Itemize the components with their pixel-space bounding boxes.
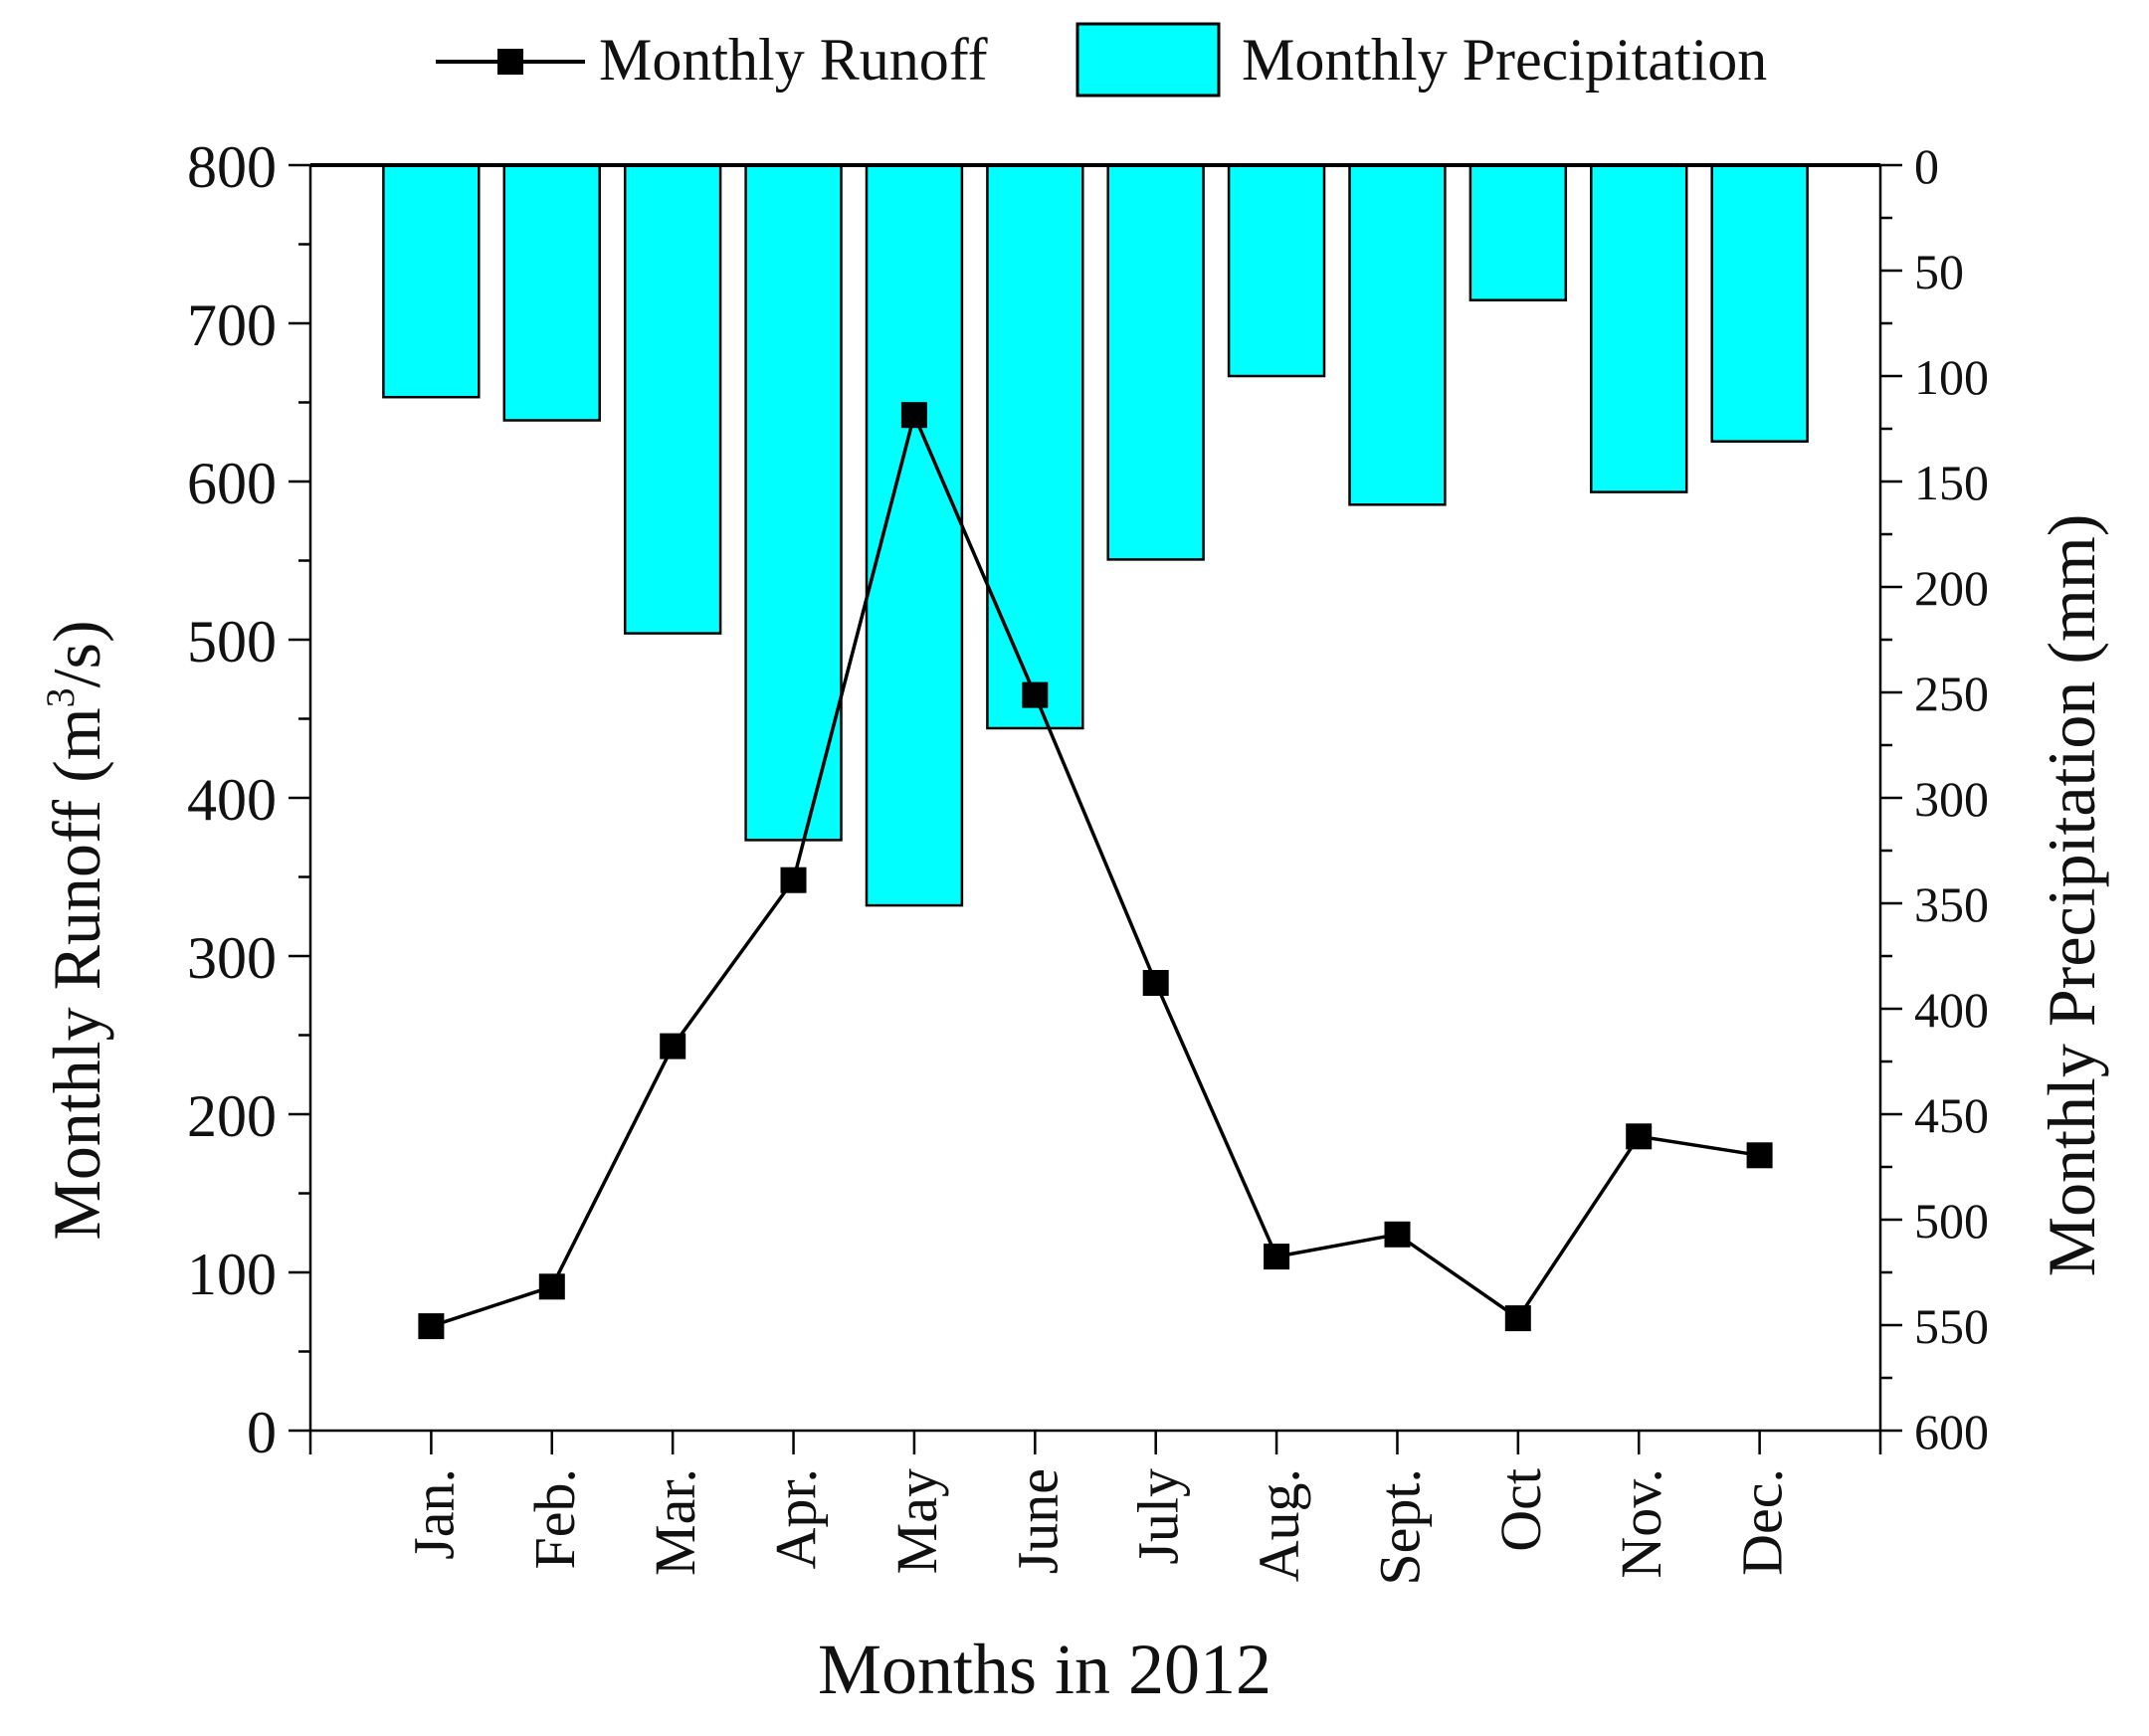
plot-layer: 0 100 200 300 400 500 600 700 800 0 50 100 150 200 250… xyxy=(187,134,1989,1586)
x-category-label-8: Sept. xyxy=(1368,1468,1433,1586)
runoff-point-9 xyxy=(1504,1305,1531,1332)
x-category-label-0: Jan. xyxy=(401,1468,466,1560)
left-tick-label-4: 400 xyxy=(187,767,277,833)
right-axis-title: Monthly Precipitation (mm) xyxy=(2034,514,2109,1277)
left-tick-label-2: 200 xyxy=(187,1083,277,1149)
left-tick-label-3: 300 xyxy=(187,925,277,991)
runoff-point-5 xyxy=(1022,681,1049,708)
runoff-point-3 xyxy=(780,867,807,893)
runoff-point-7 xyxy=(1264,1244,1290,1270)
legend-runoff-marker xyxy=(497,49,523,75)
runoff-point-4 xyxy=(900,402,927,429)
precip-bar-11 xyxy=(1710,163,1809,443)
legend-precip-label: Monthly Precipitation xyxy=(1242,27,1767,93)
x-category-label-5: June xyxy=(1005,1468,1070,1574)
x-category-label-1: Feb. xyxy=(522,1468,587,1570)
left-tick-label-1: 100 xyxy=(187,1242,277,1307)
right-tick-label-7: 350 xyxy=(1914,876,1989,932)
right-tick-label-5: 250 xyxy=(1914,666,1989,721)
right-tick-label-11: 550 xyxy=(1914,1298,1989,1354)
left-tick-label-6: 600 xyxy=(187,451,277,516)
x-category-label-10: Nov. xyxy=(1609,1468,1673,1579)
x-category-label-9: Oct xyxy=(1488,1468,1553,1552)
x-axis-title: Months in 2012 xyxy=(818,1630,1271,1709)
x-category-label-11: Dec. xyxy=(1730,1468,1795,1576)
precip-bar-10 xyxy=(1590,163,1688,493)
legend: Monthly Runoff Monthly Precipitation xyxy=(436,22,1767,97)
left-axis-title-superscript: 3 xyxy=(38,687,83,707)
precip-bar-5 xyxy=(986,163,1084,730)
runoff-point-2 xyxy=(660,1033,686,1060)
left-tick-label-8: 800 xyxy=(187,134,277,200)
right-tick-label-9: 450 xyxy=(1914,1087,1989,1143)
runoff-point-8 xyxy=(1384,1221,1411,1248)
runoff-point-11 xyxy=(1746,1142,1773,1169)
precip-bar-3 xyxy=(744,163,843,842)
precip-bar-2 xyxy=(623,163,722,635)
right-tick-label-8: 400 xyxy=(1914,982,1989,1038)
precip-bar-9 xyxy=(1468,163,1568,301)
runoff-point-10 xyxy=(1626,1123,1653,1150)
right-tick-label-1: 50 xyxy=(1914,244,1964,299)
x-category-label-7: Aug. xyxy=(1247,1468,1311,1582)
right-tick-label-12: 600 xyxy=(1914,1404,1989,1459)
right-tick-label-6: 300 xyxy=(1914,771,1989,827)
legend-runoff-label: Monthly Runoff xyxy=(599,27,988,93)
runoff-point-1 xyxy=(538,1273,565,1300)
precip-bar-6 xyxy=(1106,163,1205,561)
legend-precip-swatch xyxy=(1075,22,1221,97)
right-tick-label-2: 100 xyxy=(1914,349,1989,405)
x-category-label-3: Apr. xyxy=(764,1468,829,1570)
right-tick-label-10: 500 xyxy=(1914,1193,1989,1249)
right-tick-label-0: 0 xyxy=(1914,138,1939,194)
runoff-point-6 xyxy=(1142,970,1169,996)
precip-bar-0 xyxy=(382,163,481,399)
left-tick-label-0: 0 xyxy=(247,1400,277,1465)
runoff-line xyxy=(430,409,1760,1328)
right-tick-label-3: 150 xyxy=(1914,455,1989,510)
x-category-label-6: July xyxy=(1126,1468,1191,1565)
left-tick-label-7: 700 xyxy=(187,292,277,358)
left-tick-label-5: 500 xyxy=(187,609,277,675)
x-category-label-2: Mar. xyxy=(643,1468,707,1576)
left-axis-title-suffix: /s) xyxy=(39,620,114,687)
right-tick-label-4: 200 xyxy=(1914,560,1989,616)
precip-bar-4 xyxy=(865,163,964,907)
left-axis-title-main: Monthly Runoff (m xyxy=(39,707,114,1240)
x-category-label-4: May xyxy=(884,1468,949,1574)
left-axis-title: Monthly Runoff (m3/s) xyxy=(38,620,114,1240)
runoff-point-0 xyxy=(418,1313,445,1340)
precip-bar-7 xyxy=(1227,163,1326,378)
precip-bar-1 xyxy=(502,163,601,422)
precip-bar-8 xyxy=(1348,163,1447,506)
